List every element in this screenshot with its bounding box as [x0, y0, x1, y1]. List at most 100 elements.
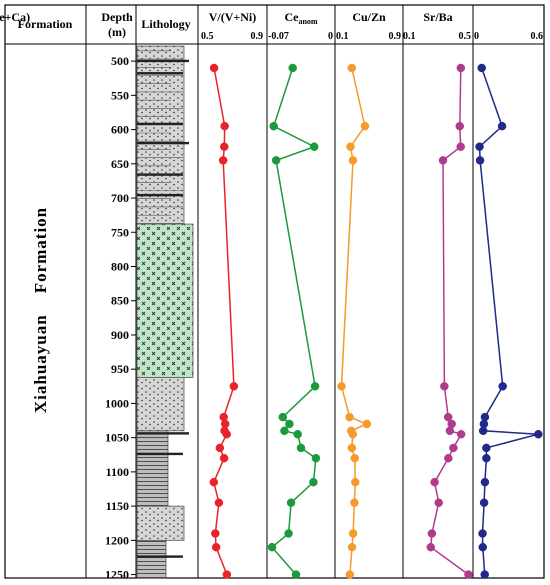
panel-tick-label: 0.9 [251, 31, 264, 42]
data-point [348, 429, 358, 439]
outer-frame [4, 4, 545, 579]
dark-bed [137, 59, 189, 63]
data-point [293, 429, 302, 439]
data-point [286, 498, 296, 507]
panel-title-text: Ca/(Fe+Ca) [0, 10, 30, 24]
data-point [475, 142, 484, 151]
data-point [209, 63, 219, 73]
data-point [482, 443, 491, 453]
column-dividers [85, 5, 474, 578]
data-point [360, 121, 370, 131]
lithology-bed [136, 377, 185, 432]
depth-tick-label: 600 [111, 123, 129, 137]
depth-tick-label: 1050 [105, 431, 129, 445]
panel-title-text: V/(V+Ni) [209, 10, 257, 24]
panel-0: V/(V+Ni) 0.5 0.9 [201, 10, 263, 579]
data-point [218, 156, 228, 165]
data-point [478, 529, 487, 538]
data-point [345, 412, 354, 422]
data-point [222, 429, 231, 439]
depth-unit-label: (m) [108, 25, 126, 39]
lithology-bed [136, 505, 185, 541]
depth-tick-label: 800 [111, 260, 129, 274]
data-point [337, 382, 346, 391]
dark-bed [137, 432, 189, 435]
data-point [209, 477, 219, 487]
panel-2: Cu/Zn0.1 0.9 [336, 10, 401, 579]
depth-axis: 500 550 600 650 700 750 800 850 900 950 1000 1050 11… [105, 54, 136, 582]
series-line [478, 67, 539, 575]
data-point [215, 443, 225, 453]
data-point [464, 570, 473, 579]
data-point [478, 542, 488, 552]
lithology-header: Lithology [141, 17, 190, 31]
data-point [219, 453, 229, 463]
data-point [291, 570, 301, 579]
data-point [284, 529, 293, 538]
depth-tick-label: 1000 [105, 396, 129, 410]
depth-tick-label: 650 [111, 157, 129, 171]
panel-title-subscript: anom [298, 17, 317, 26]
data-point [285, 419, 294, 429]
data-point [278, 412, 288, 422]
data-point [347, 63, 357, 73]
lithology-column [136, 45, 194, 579]
data-point [534, 429, 543, 439]
depth-tick-label: 700 [111, 191, 129, 205]
dark-bed [137, 452, 183, 456]
panel-title: Sr/Ba [423, 10, 452, 24]
panel-tick-label: 0 [474, 31, 479, 42]
dark-bed [137, 555, 183, 558]
data-point [478, 426, 488, 436]
panel-title-text: Ce [284, 10, 299, 24]
panel-title: Ceanom [284, 10, 317, 26]
data-point [475, 156, 485, 165]
data-point [348, 529, 358, 538]
data-point [269, 121, 278, 131]
data-point [310, 382, 320, 391]
data-point [427, 529, 437, 538]
data-point [211, 542, 221, 552]
panel-tick-label: 0.1 [336, 31, 349, 42]
data-point [220, 142, 229, 151]
data-point [497, 121, 507, 131]
dark-bed [137, 122, 183, 126]
formation-header: Formation [18, 17, 73, 31]
data-point [280, 426, 289, 436]
depth-tick-label: 1250 [105, 568, 129, 582]
panel-3: Sr/Ba 0.1 0.5 [403, 10, 473, 579]
data-point [214, 498, 224, 507]
data-point [347, 443, 357, 453]
dark-bed [137, 173, 183, 176]
data-point [345, 570, 355, 579]
data-point [438, 156, 448, 165]
data-point [351, 477, 360, 487]
data-point [480, 570, 489, 579]
data-point [229, 382, 239, 391]
data-point [456, 142, 465, 151]
data-point [479, 498, 489, 507]
data-point [440, 382, 449, 391]
data-point [455, 121, 465, 131]
panel-4: Ca/(Fe+Ca) 0 0.6 [0, 10, 543, 579]
panel-tick-label: 0 [328, 31, 333, 42]
series-line [270, 67, 317, 576]
lithology-bed [136, 430, 169, 507]
panel-title: V/(V+Ni) [209, 10, 257, 24]
data-point [456, 63, 466, 73]
data-point [430, 477, 439, 487]
data-point [346, 142, 355, 151]
depth-tick-label: 500 [111, 54, 129, 68]
data-point [267, 542, 277, 552]
dark-bed [137, 141, 189, 145]
data-point [362, 419, 372, 429]
data-point [288, 63, 297, 73]
data-point [347, 542, 357, 552]
depth-tick-label: 1200 [105, 533, 129, 547]
data-point [498, 382, 507, 391]
depth-tick-label: 900 [111, 328, 129, 342]
panel-title: Cu/Zn [352, 10, 386, 24]
lithology-bed [136, 539, 167, 579]
